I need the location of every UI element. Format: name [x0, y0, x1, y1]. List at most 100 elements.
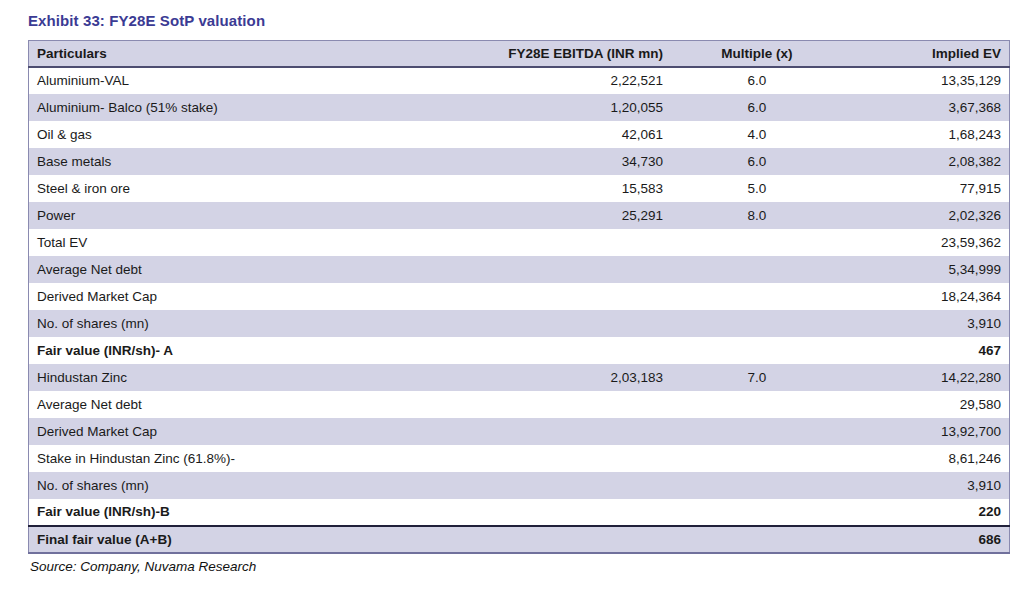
table-row: Power25,2918.02,02,326 — [29, 202, 1010, 229]
table-row: Fair value (INR/sh)- A 467 — [29, 337, 1010, 364]
table-cell — [671, 445, 843, 472]
table-row: Fair value (INR/sh)-B 220 — [29, 499, 1010, 526]
table-body: Aluminium-VAL2,22,5216.013,35,129Alumini… — [29, 67, 1010, 553]
table-cell: 3,910 — [843, 472, 1010, 499]
table-row: Average Net debt 5,34,999 — [29, 256, 1010, 283]
table-cell: 18,24,364 — [843, 283, 1010, 310]
table-cell: 2,02,326 — [843, 202, 1010, 229]
table-cell: 29,580 — [843, 391, 1010, 418]
table-row: Aluminium-VAL2,22,5216.013,35,129 — [29, 67, 1010, 94]
table-cell — [671, 472, 843, 499]
table-cell: Average Net debt — [29, 256, 480, 283]
table-cell: Oil & gas — [29, 121, 480, 148]
table-cell — [480, 472, 671, 499]
table-cell — [671, 310, 843, 337]
sotp-valuation-table: ParticularsFY28E EBITDA (INR mn)Multiple… — [28, 40, 1010, 554]
table-cell: Aluminium-VAL — [29, 67, 480, 94]
table-cell: 25,291 — [480, 202, 671, 229]
table-cell: Average Net debt — [29, 391, 480, 418]
table-cell — [671, 499, 843, 526]
table-row: Base metals34,7306.02,08,382 — [29, 148, 1010, 175]
table-cell: 467 — [843, 337, 1010, 364]
table-cell — [671, 283, 843, 310]
table-cell: Fair value (INR/sh)-B — [29, 499, 480, 526]
table-row: Total EV 23,59,362 — [29, 229, 1010, 256]
table-cell — [671, 256, 843, 283]
table-cell — [480, 499, 671, 526]
table-cell: 5.0 — [671, 175, 843, 202]
table-cell — [480, 445, 671, 472]
table-cell: 8,61,246 — [843, 445, 1010, 472]
table-cell: 15,583 — [480, 175, 671, 202]
table-cell: 2,08,382 — [843, 148, 1010, 175]
table-cell: 13,92,700 — [843, 418, 1010, 445]
table-cell: No. of shares (mn) — [29, 310, 480, 337]
column-header: FY28E EBITDA (INR mn) — [480, 41, 671, 67]
table-cell: Stake in Hindustan Zinc (61.8%)- — [29, 445, 480, 472]
table-cell — [480, 391, 671, 418]
table-cell: 3,67,368 — [843, 94, 1010, 121]
exhibit-title: Exhibit 33: FY28E SotP valuation — [28, 12, 1010, 29]
table-cell: 3,910 — [843, 310, 1010, 337]
table-cell: 14,22,280 — [843, 364, 1010, 391]
table-cell: Power — [29, 202, 480, 229]
table-cell: 220 — [843, 499, 1010, 526]
table-cell: 6.0 — [671, 94, 843, 121]
table-cell: Steel & iron ore — [29, 175, 480, 202]
table-cell: 8.0 — [671, 202, 843, 229]
table-row: No. of shares (mn) 3,910 — [29, 472, 1010, 499]
table-row: No. of shares (mn) 3,910 — [29, 310, 1010, 337]
table-cell — [671, 337, 843, 364]
table-row: Oil & gas42,0614.01,68,243 — [29, 121, 1010, 148]
table-cell — [671, 229, 843, 256]
table-row: Aluminium- Balco (51% stake)1,20,0556.03… — [29, 94, 1010, 121]
table-cell — [671, 391, 843, 418]
table-cell: Derived Market Cap — [29, 283, 480, 310]
table-cell: No. of shares (mn) — [29, 472, 480, 499]
table-cell — [480, 229, 671, 256]
table-cell — [480, 337, 671, 364]
table-cell — [480, 310, 671, 337]
table-row: Derived Market Cap 18,24,364 — [29, 283, 1010, 310]
table-cell — [480, 283, 671, 310]
table-cell: 42,061 — [480, 121, 671, 148]
table-cell: Fair value (INR/sh)- A — [29, 337, 480, 364]
column-header: Particulars — [29, 41, 480, 67]
table-cell: 1,20,055 — [480, 94, 671, 121]
table-header-row: ParticularsFY28E EBITDA (INR mn)Multiple… — [29, 41, 1010, 67]
report-page: Exhibit 33: FY28E SotP valuation Particu… — [0, 0, 1024, 574]
table-row: Average Net debt 29,580 — [29, 391, 1010, 418]
table-cell: 2,03,183 — [480, 364, 671, 391]
table-header: ParticularsFY28E EBITDA (INR mn)Multiple… — [29, 41, 1010, 67]
table-cell: 2,22,521 — [480, 67, 671, 94]
table-cell — [671, 526, 843, 553]
table-row: Steel & iron ore15,5835.077,915 — [29, 175, 1010, 202]
table-cell: 1,68,243 — [843, 121, 1010, 148]
table-cell: 4.0 — [671, 121, 843, 148]
table-cell — [480, 256, 671, 283]
table-row: Stake in Hindustan Zinc (61.8%)- 8,61,246 — [29, 445, 1010, 472]
table-cell: Hindustan Zinc — [29, 364, 480, 391]
table-row: Derived Market Cap 13,92,700 — [29, 418, 1010, 445]
table-cell: 23,59,362 — [843, 229, 1010, 256]
table-cell: 13,35,129 — [843, 67, 1010, 94]
table-cell: Final fair value (A+B) — [29, 526, 480, 553]
column-header: Multiple (x) — [671, 41, 843, 67]
table-cell: Base metals — [29, 148, 480, 175]
table-cell: 7.0 — [671, 364, 843, 391]
table-cell — [480, 526, 671, 553]
table-cell: Aluminium- Balco (51% stake) — [29, 94, 480, 121]
table-cell: 77,915 — [843, 175, 1010, 202]
source-note: Source: Company, Nuvama Research — [28, 559, 1010, 574]
table-cell: Derived Market Cap — [29, 418, 480, 445]
table-cell — [480, 418, 671, 445]
table-cell — [671, 418, 843, 445]
table-cell: Total EV — [29, 229, 480, 256]
table-row: Hindustan Zinc2,03,1837.014,22,280 — [29, 364, 1010, 391]
table-row: Final fair value (A+B)686 — [29, 526, 1010, 553]
table-cell: 5,34,999 — [843, 256, 1010, 283]
table-cell: 6.0 — [671, 67, 843, 94]
column-header: Implied EV — [843, 41, 1010, 67]
table-cell: 34,730 — [480, 148, 671, 175]
table-cell: 6.0 — [671, 148, 843, 175]
